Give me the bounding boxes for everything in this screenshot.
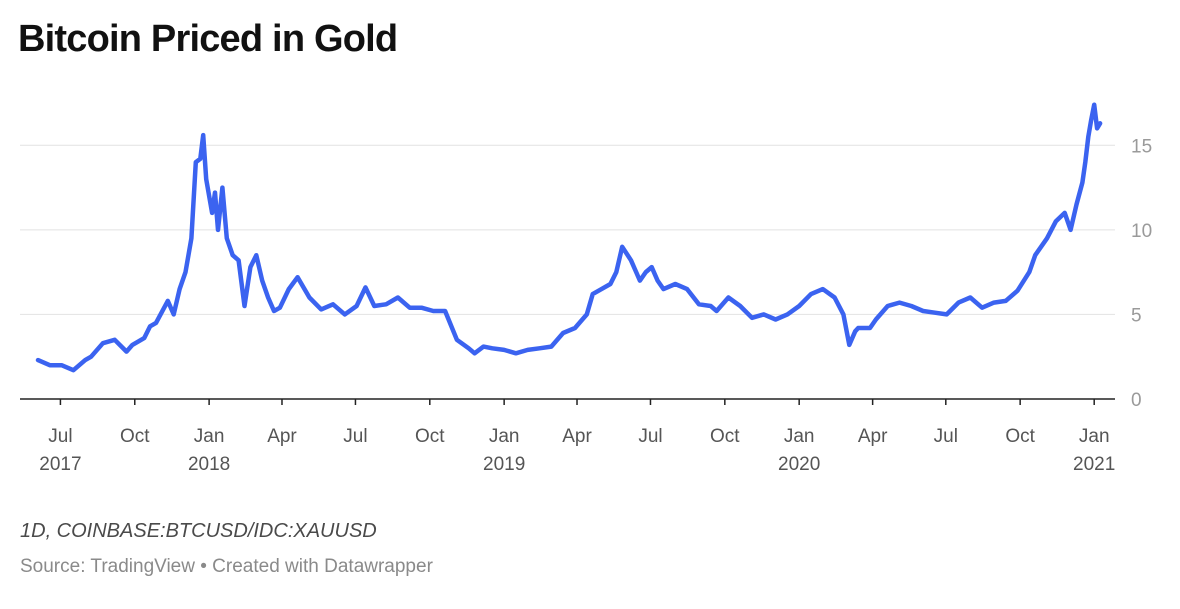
x-tick-label: Jul [48,426,72,447]
x-tick-label: Jul [343,426,367,447]
x-tick-label: Oct [120,426,150,447]
x-tick-label: Oct [415,426,445,447]
x-tick-year: 2019 [483,454,525,475]
x-tick-year: 2021 [1073,454,1115,475]
series-layer [35,102,1103,373]
x-axis-ticks: Jul 2017 Oct Jan 2018 Apr Jul Oct Jan 2019 Apr Jul O… [39,399,1115,475]
x-tick-label: Jan [194,426,225,447]
x-tick-label: Jan [784,426,815,447]
grid-lines [20,144,1115,315]
x-tick-year: 2018 [188,454,230,475]
chart-source: Source: TradingView • Created with Dataw… [20,556,433,577]
y-axis-ticks: 0 5 10 15 [1131,136,1152,411]
x-tick-year: 2017 [39,454,81,475]
series-line-0 [35,102,1103,373]
x-tick-label: Apr [267,426,297,447]
x-tick-label: Jul [934,426,958,447]
x-tick-label: Jan [489,426,520,447]
chart-notes: 1D, COINBASE:BTCUSD/IDC:XAUUSD [20,520,377,542]
x-tick-label: Apr [858,426,888,447]
y-tick-label-10: 10 [1131,221,1152,242]
x-tick-label: Jul [638,426,662,447]
y-tick-label-5: 5 [1131,305,1142,326]
x-tick-label: Oct [710,426,740,447]
x-tick-label: Jan [1079,426,1110,447]
chart-title: Bitcoin Priced in Gold [18,18,398,60]
x-tick-label: Apr [562,426,592,447]
y-tick-label-15: 15 [1131,136,1152,157]
x-tick-label: Oct [1005,426,1035,447]
y-tick-label-0: 0 [1131,390,1142,411]
x-tick-year: 2020 [778,454,820,475]
